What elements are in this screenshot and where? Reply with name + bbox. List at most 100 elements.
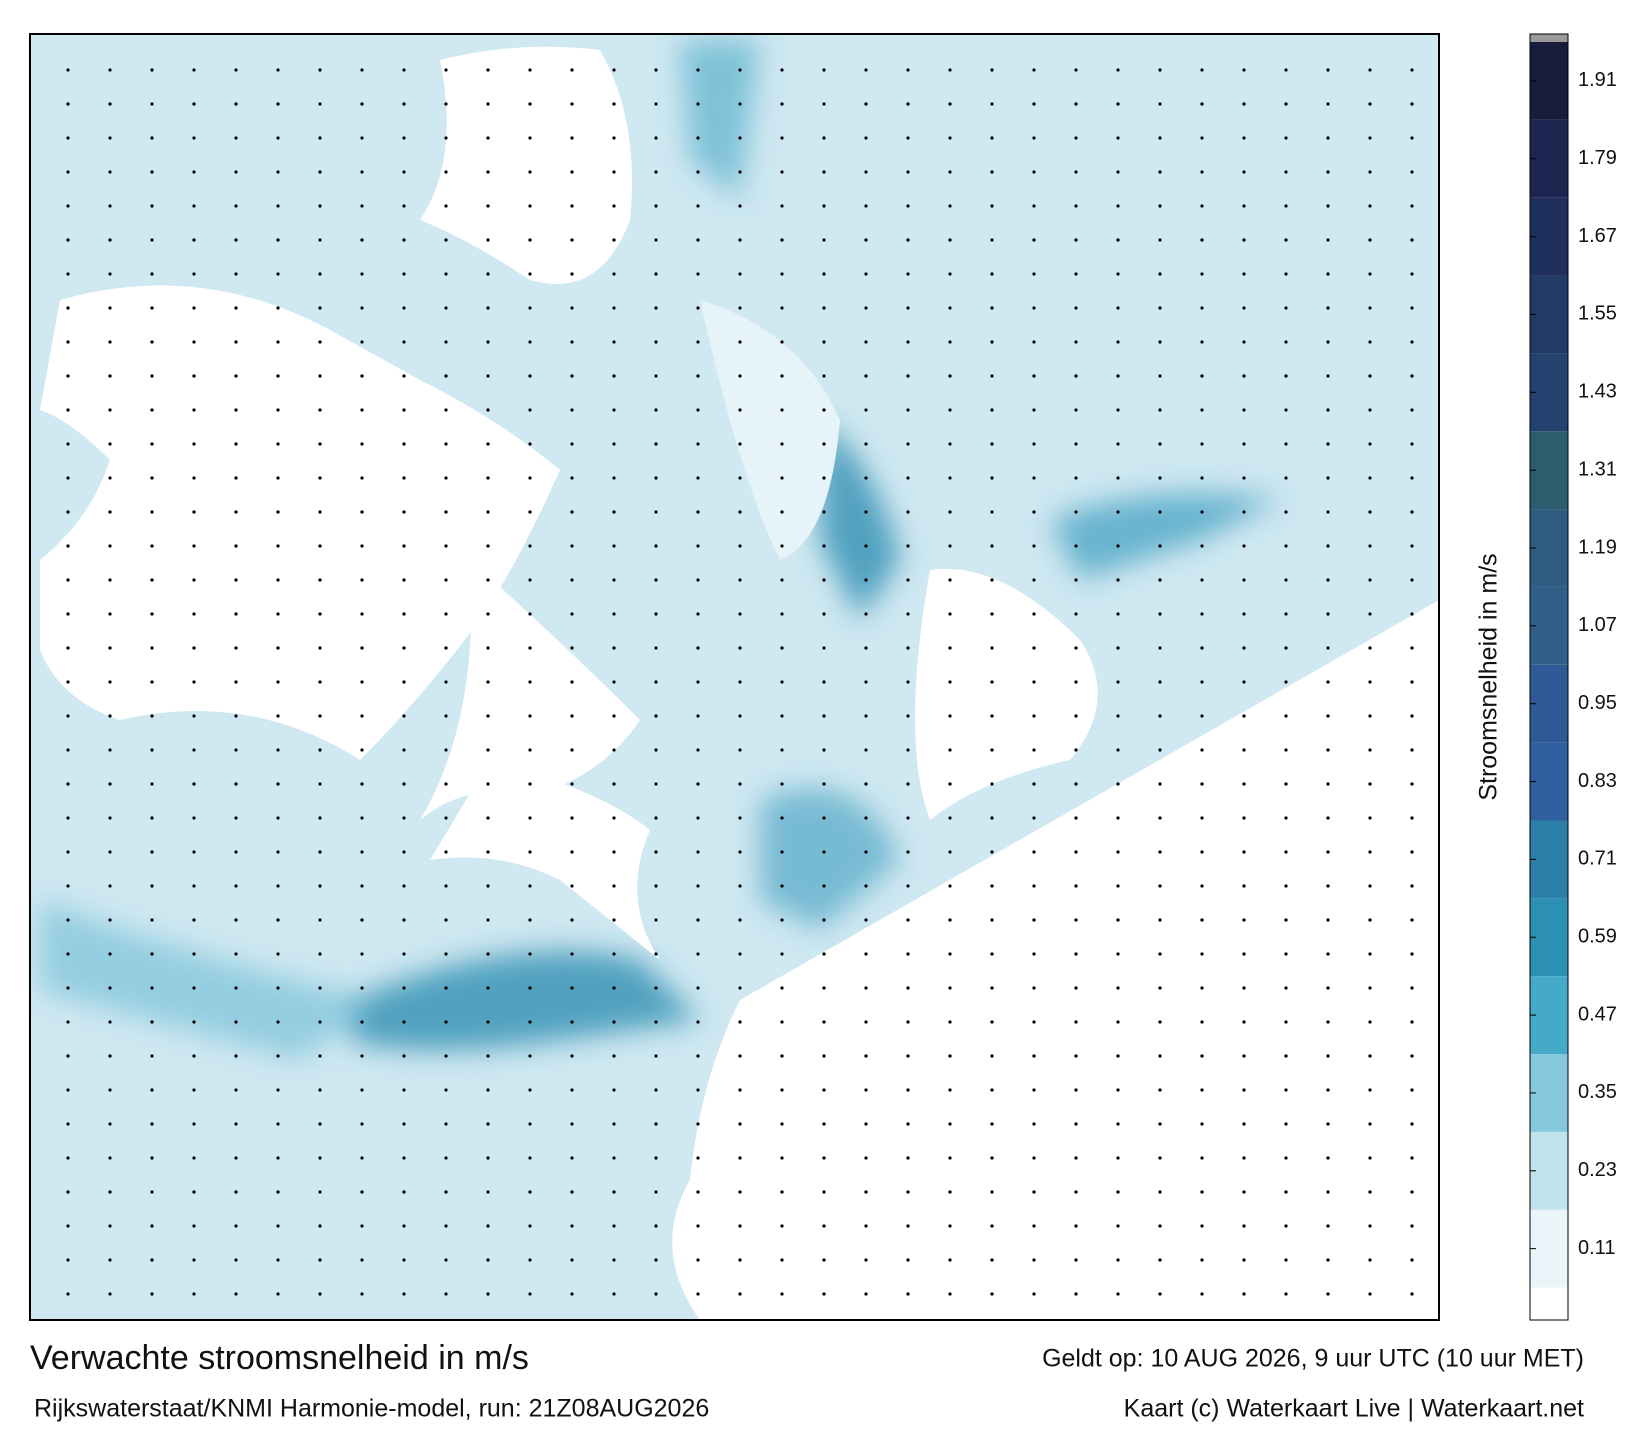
grid-dot bbox=[1074, 986, 1078, 990]
grid-dot bbox=[612, 748, 616, 752]
grid-dot bbox=[360, 918, 364, 922]
grid-dot bbox=[1368, 1088, 1372, 1092]
grid-dot bbox=[780, 1020, 784, 1024]
grid-dot bbox=[612, 238, 616, 242]
grid-dot bbox=[360, 136, 364, 140]
grid-dot bbox=[402, 170, 406, 174]
grid-dot bbox=[402, 748, 406, 752]
grid-dot bbox=[444, 986, 448, 990]
grid-dot bbox=[108, 102, 112, 106]
grid-dot bbox=[402, 646, 406, 650]
grid-dot bbox=[528, 476, 532, 480]
grid-dot bbox=[906, 1292, 910, 1296]
grid-dot bbox=[66, 884, 70, 888]
grid-dot bbox=[1116, 442, 1120, 446]
grid-dot bbox=[318, 442, 322, 446]
grid-dot bbox=[402, 1258, 406, 1262]
grid-dot bbox=[276, 238, 280, 242]
grid-dot bbox=[570, 204, 574, 208]
grid-dot bbox=[1032, 340, 1036, 344]
grid-dot bbox=[1158, 340, 1162, 344]
grid-dot bbox=[1158, 1224, 1162, 1228]
grid-dot bbox=[990, 782, 994, 786]
grid-dot bbox=[990, 374, 994, 378]
grid-dot bbox=[1032, 1292, 1036, 1296]
grid-dot bbox=[1284, 408, 1288, 412]
grid-dot bbox=[1326, 612, 1330, 616]
grid-dot bbox=[444, 136, 448, 140]
grid-dot bbox=[1074, 680, 1078, 684]
grid-dot bbox=[1284, 714, 1288, 718]
grid-dot bbox=[906, 170, 910, 174]
grid-dot bbox=[906, 340, 910, 344]
grid-dot bbox=[780, 170, 784, 174]
grid-dot bbox=[486, 1156, 490, 1160]
grid-dot bbox=[234, 952, 238, 956]
grid-dot bbox=[1158, 272, 1162, 276]
grid-dot bbox=[234, 102, 238, 106]
grid-dot bbox=[654, 1156, 658, 1160]
colorbar-tick-label: 1.79 bbox=[1578, 147, 1617, 169]
grid-dot bbox=[654, 646, 658, 650]
grid-dot bbox=[528, 714, 532, 718]
grid-dot bbox=[234, 238, 238, 242]
grid-dot bbox=[1410, 272, 1414, 276]
grid-dot bbox=[1326, 1190, 1330, 1194]
grid-dot bbox=[150, 1224, 154, 1228]
grid-dot bbox=[1032, 272, 1036, 276]
grid-dot bbox=[444, 544, 448, 548]
grid-dot bbox=[738, 884, 742, 888]
grid-dot bbox=[1410, 884, 1414, 888]
grid-dot bbox=[276, 204, 280, 208]
grid-dot bbox=[822, 1020, 826, 1024]
grid-dot bbox=[444, 714, 448, 718]
grid-dot bbox=[528, 68, 532, 72]
grid-dot bbox=[1074, 1088, 1078, 1092]
grid-dot bbox=[192, 680, 196, 684]
grid-dot bbox=[1326, 68, 1330, 72]
grid-dot bbox=[444, 748, 448, 752]
grid-dot bbox=[1116, 1190, 1120, 1194]
grid-dot bbox=[780, 68, 784, 72]
grid-dot bbox=[654, 680, 658, 684]
grid-dot bbox=[1116, 374, 1120, 378]
grid-dot bbox=[276, 850, 280, 854]
grid-dot bbox=[1200, 306, 1204, 310]
grid-dot bbox=[360, 340, 364, 344]
grid-dot bbox=[402, 850, 406, 854]
grid-dot bbox=[486, 952, 490, 956]
grid-dot bbox=[1158, 374, 1162, 378]
grid-dot bbox=[528, 272, 532, 276]
grid-dot bbox=[1368, 1020, 1372, 1024]
grid-dot bbox=[1284, 748, 1288, 752]
grid-dot bbox=[528, 986, 532, 990]
grid-dot bbox=[192, 816, 196, 820]
grid-dot bbox=[990, 544, 994, 548]
grid-dot bbox=[1410, 782, 1414, 786]
grid-dot bbox=[108, 1258, 112, 1262]
grid-dot bbox=[1242, 408, 1246, 412]
grid-dot bbox=[1074, 578, 1078, 582]
grid-dot bbox=[738, 170, 742, 174]
grid-dot bbox=[1410, 816, 1414, 820]
grid-dot bbox=[1368, 170, 1372, 174]
grid-dot bbox=[696, 340, 700, 344]
grid-dot bbox=[1326, 1122, 1330, 1126]
grid-dot bbox=[1116, 748, 1120, 752]
grid-dot bbox=[276, 1190, 280, 1194]
grid-dot bbox=[864, 578, 868, 582]
grid-dot bbox=[1116, 578, 1120, 582]
grid-dot bbox=[234, 1088, 238, 1092]
grid-dot bbox=[528, 816, 532, 820]
grid-dot bbox=[990, 442, 994, 446]
grid-dot bbox=[108, 918, 112, 922]
grid-dot bbox=[1284, 646, 1288, 650]
grid-dot bbox=[738, 544, 742, 548]
grid-dot bbox=[570, 952, 574, 956]
grid-dot bbox=[654, 272, 658, 276]
grid-dot bbox=[108, 68, 112, 72]
grid-dot bbox=[696, 374, 700, 378]
grid-dot bbox=[738, 102, 742, 106]
grid-dot bbox=[1326, 136, 1330, 140]
grid-dot bbox=[402, 238, 406, 242]
